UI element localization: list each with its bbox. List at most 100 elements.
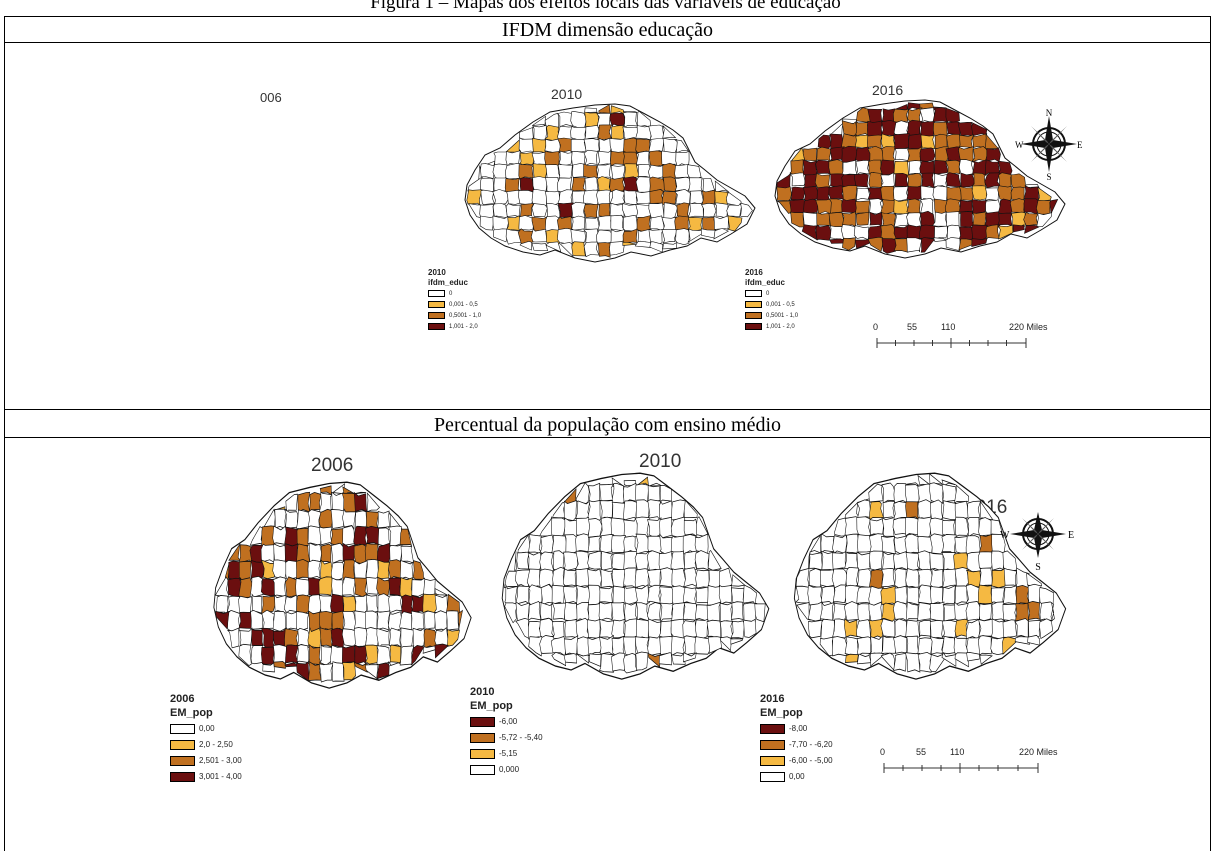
municipality <box>598 601 613 621</box>
municipality <box>893 635 908 654</box>
municipality <box>307 559 321 580</box>
municipality <box>661 191 678 206</box>
municipality <box>563 517 578 538</box>
municipality <box>480 163 495 179</box>
municipality <box>967 500 982 521</box>
municipality <box>820 585 835 606</box>
municipality <box>366 492 380 513</box>
municipality <box>882 551 895 573</box>
municipality <box>659 602 674 623</box>
section2-title-divider <box>4 437 1211 438</box>
municipality <box>675 228 690 246</box>
compass-s: S <box>1046 172 1051 180</box>
municipality <box>941 651 957 667</box>
municipality <box>649 241 664 253</box>
legend-item: 0,001 - 0,5 <box>428 299 481 310</box>
legend-swatch <box>428 301 445 308</box>
municipality <box>515 585 530 605</box>
municipality <box>832 551 847 570</box>
municipality <box>296 509 311 529</box>
municipality <box>904 516 920 537</box>
legend-ifdm-2016: 2016 ifdm_educ 0 0,001 - 0,5 0,5001 - 1,… <box>745 268 798 332</box>
municipality <box>623 653 638 674</box>
municipality <box>283 508 298 529</box>
municipality <box>284 543 299 564</box>
municipality <box>985 224 1000 240</box>
municipality <box>828 159 845 175</box>
municipality <box>893 120 910 137</box>
municipality <box>424 610 436 631</box>
municipality <box>648 164 664 180</box>
municipality <box>659 567 674 588</box>
municipality <box>795 567 810 589</box>
municipality <box>905 552 920 572</box>
municipality <box>571 177 587 193</box>
municipality <box>434 610 448 632</box>
municipality <box>228 542 241 561</box>
municipality <box>584 111 599 127</box>
municipality <box>598 653 614 673</box>
municipality <box>376 662 390 680</box>
municipality <box>531 242 549 252</box>
municipality <box>624 618 638 639</box>
municipality <box>518 137 535 153</box>
municipality <box>400 627 414 649</box>
municipality <box>673 139 690 154</box>
municipality <box>546 203 561 219</box>
municipality <box>260 543 276 563</box>
municipality <box>683 518 698 537</box>
municipality <box>587 499 602 521</box>
map-year-label: 2010 <box>639 451 682 472</box>
municipality <box>856 187 871 201</box>
municipality <box>854 134 871 148</box>
municipality <box>583 203 599 218</box>
municipality <box>249 576 264 598</box>
municipality <box>997 160 1013 175</box>
municipality <box>857 568 872 589</box>
municipality <box>215 595 229 615</box>
municipality <box>318 491 334 513</box>
municipality <box>545 229 560 245</box>
municipality <box>906 185 923 201</box>
municipality <box>564 601 578 622</box>
map-empop-2010 <box>501 472 770 680</box>
section-divider <box>4 409 1211 410</box>
municipality <box>942 568 957 589</box>
municipality <box>610 214 626 232</box>
municipality <box>906 237 923 253</box>
legend-year: 2010 <box>428 268 446 277</box>
municipality <box>296 558 309 580</box>
municipality <box>743 618 757 638</box>
municipality <box>1015 602 1030 622</box>
municipality <box>707 636 722 655</box>
municipality <box>571 241 586 257</box>
municipality <box>599 618 614 639</box>
municipality <box>399 577 414 598</box>
municipality <box>274 508 288 530</box>
municipality <box>726 203 742 217</box>
legend-label: 2,501 - 3,00 <box>199 756 242 765</box>
municipality <box>819 636 835 657</box>
municipality <box>584 125 600 141</box>
municipality <box>648 138 665 153</box>
municipality <box>945 121 961 136</box>
municipality <box>880 635 896 654</box>
legend-item: -5,15 <box>470 746 543 761</box>
municipality <box>929 601 945 622</box>
compass-w: W <box>1015 140 1024 150</box>
municipality <box>622 228 638 244</box>
municipality <box>713 228 729 240</box>
municipality <box>261 609 276 630</box>
municipality <box>845 653 859 663</box>
municipality <box>423 578 436 597</box>
legend-item: -6,00 - -5,00 <box>760 753 833 768</box>
municipality <box>754 603 766 623</box>
municipality <box>905 567 920 589</box>
municipality <box>596 189 611 206</box>
municipality <box>984 133 1000 150</box>
municipality <box>740 202 753 218</box>
compass-rose-icon: N S W E <box>1015 108 1083 182</box>
municipality <box>571 163 586 178</box>
municipality <box>658 619 673 638</box>
municipality <box>662 125 677 139</box>
